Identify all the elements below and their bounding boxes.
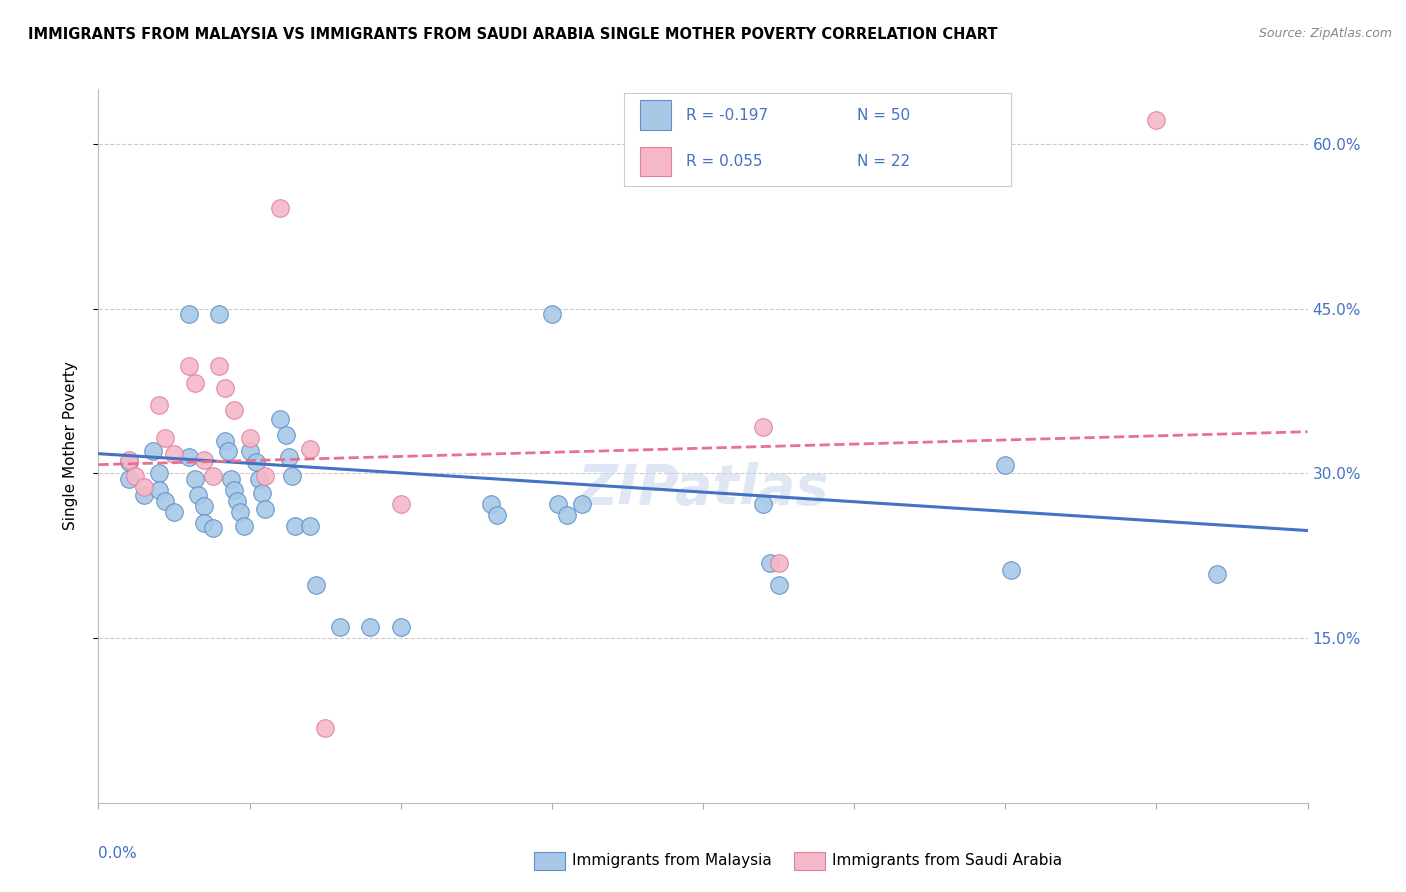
Point bbox=[247, 472, 270, 486]
Point bbox=[187, 488, 209, 502]
Point bbox=[142, 444, 165, 458]
Point bbox=[329, 620, 352, 634]
Point bbox=[179, 359, 201, 373]
Point bbox=[541, 307, 564, 321]
Point bbox=[208, 359, 231, 373]
Point bbox=[193, 453, 215, 467]
Point bbox=[163, 447, 186, 461]
Point bbox=[281, 468, 304, 483]
Point bbox=[547, 497, 569, 511]
Point bbox=[214, 434, 236, 448]
Point bbox=[232, 519, 254, 533]
Point bbox=[221, 472, 243, 486]
Point bbox=[132, 480, 155, 494]
Point bbox=[481, 497, 503, 511]
Text: 0.0%: 0.0% bbox=[98, 846, 138, 861]
Point bbox=[768, 557, 790, 571]
Point bbox=[226, 494, 249, 508]
Point bbox=[153, 494, 176, 508]
Point bbox=[193, 500, 215, 514]
Text: Immigrants from Saudi Arabia: Immigrants from Saudi Arabia bbox=[832, 854, 1063, 868]
Point bbox=[118, 472, 141, 486]
Point bbox=[1206, 567, 1229, 582]
Text: Immigrants from Malaysia: Immigrants from Malaysia bbox=[572, 854, 772, 868]
Point bbox=[184, 472, 207, 486]
Point bbox=[224, 483, 246, 497]
Point bbox=[994, 458, 1017, 472]
Point bbox=[118, 453, 141, 467]
Point bbox=[571, 497, 593, 511]
Point bbox=[752, 497, 775, 511]
Point bbox=[274, 428, 297, 442]
Point bbox=[314, 721, 336, 735]
Point bbox=[758, 557, 780, 571]
Point bbox=[253, 501, 276, 516]
Point bbox=[163, 505, 186, 519]
Point bbox=[118, 455, 141, 469]
Text: IMMIGRANTS FROM MALAYSIA VS IMMIGRANTS FROM SAUDI ARABIA SINGLE MOTHER POVERTY C: IMMIGRANTS FROM MALAYSIA VS IMMIGRANTS F… bbox=[28, 27, 998, 42]
Point bbox=[269, 201, 291, 215]
Y-axis label: Single Mother Poverty: Single Mother Poverty bbox=[63, 361, 77, 531]
Point bbox=[217, 444, 239, 458]
Point bbox=[277, 450, 299, 464]
Point bbox=[389, 497, 412, 511]
Point bbox=[299, 442, 322, 457]
Point bbox=[184, 376, 207, 391]
Point bbox=[752, 420, 775, 434]
Point bbox=[179, 307, 201, 321]
Point bbox=[148, 398, 170, 412]
Point bbox=[148, 483, 170, 497]
Point bbox=[153, 431, 176, 445]
Point bbox=[389, 620, 412, 634]
Point bbox=[239, 444, 262, 458]
Point bbox=[229, 505, 252, 519]
Point bbox=[299, 519, 322, 533]
Point bbox=[202, 468, 225, 483]
Point bbox=[250, 486, 273, 500]
Point bbox=[1146, 112, 1168, 127]
Point bbox=[1000, 563, 1022, 577]
Point bbox=[148, 467, 170, 481]
Point bbox=[245, 455, 267, 469]
Point bbox=[486, 508, 509, 523]
Point bbox=[208, 307, 231, 321]
Point bbox=[239, 431, 262, 445]
Point bbox=[124, 468, 146, 483]
Point bbox=[253, 468, 276, 483]
Point bbox=[305, 578, 328, 592]
Point bbox=[555, 508, 578, 523]
Text: ZIPatlas: ZIPatlas bbox=[578, 462, 828, 516]
Text: Source: ZipAtlas.com: Source: ZipAtlas.com bbox=[1258, 27, 1392, 40]
Point bbox=[214, 381, 236, 395]
Point bbox=[284, 519, 307, 533]
Point bbox=[202, 521, 225, 535]
Point bbox=[193, 516, 215, 530]
Point bbox=[768, 578, 790, 592]
Point bbox=[360, 620, 382, 634]
Point bbox=[179, 450, 201, 464]
Point bbox=[132, 488, 155, 502]
Point bbox=[224, 402, 246, 417]
Point bbox=[269, 411, 291, 425]
